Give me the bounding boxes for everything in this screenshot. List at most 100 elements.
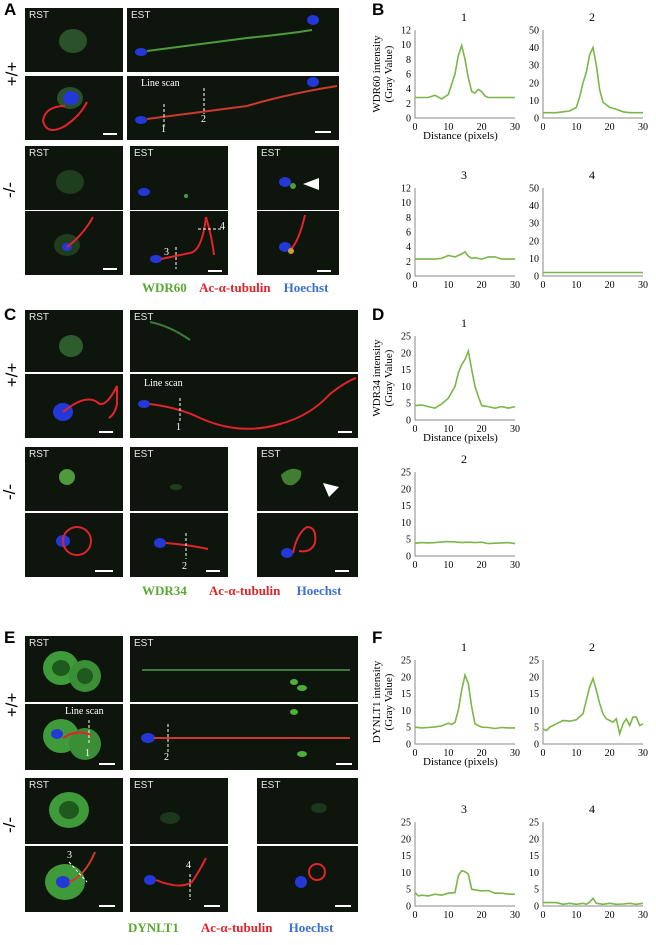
y-tick-label: 10: [401, 40, 411, 51]
micrograph-e-ko-est2-merge: [257, 846, 358, 912]
x-tick-label: 30: [510, 910, 520, 921]
y-axis-label: WDR34 intensity (Gray Value): [371, 339, 395, 417]
chart-title: 4: [589, 802, 595, 816]
x-tick-label: 20: [605, 910, 615, 921]
micrograph-c-ko-est-merge: 2: [130, 513, 228, 577]
series-line: [414, 869, 515, 897]
y-tick-label: 0: [534, 740, 539, 751]
x-tick-label: 30: [510, 560, 520, 571]
y-tick-label: 2: [406, 99, 411, 110]
chart-svg: 0 10 20 30 40 50 0 10 20 30: [529, 184, 648, 292]
x-tick-label: 10: [571, 122, 581, 133]
x-tick-label: 0: [413, 280, 418, 291]
y-tick-label: 25: [529, 656, 539, 667]
micrograph-c-ko-rst-green: RST: [25, 447, 123, 511]
axis-line: [414, 660, 515, 745]
x-tick-label: 0: [541, 748, 546, 759]
micrograph-c-wt-rst-merge: [25, 374, 123, 438]
axis-line: [414, 472, 515, 557]
x-tick-label: 30: [638, 280, 648, 291]
series-line: [415, 250, 515, 260]
y-tick-label: 20: [529, 834, 539, 845]
chart-title: 1: [461, 10, 467, 24]
legend-tubulin: Ac-α-tubulin: [199, 280, 271, 295]
x-tick-label: 20: [605, 280, 615, 291]
micrograph-c-wt-est-merge: Line scan 1: [130, 374, 358, 438]
x-tick-label: 10: [571, 280, 581, 291]
axis-line: [542, 822, 643, 907]
axis-line: [542, 660, 643, 745]
line-profile-chart: 0 5 10 15 20 25 0 10 20 30 3: [401, 802, 520, 921]
x-tick-label: 30: [638, 910, 648, 921]
x-tick-label: 10: [443, 748, 453, 759]
series-line: [415, 42, 515, 100]
stage-label: EST: [134, 312, 154, 323]
x-tick-label: 0: [413, 748, 418, 759]
y-tick-label: 0: [406, 902, 411, 913]
x-tick-label: 30: [510, 122, 520, 133]
series-line: [543, 896, 644, 906]
scan-number: 2: [201, 114, 206, 125]
y-tick-label: 0: [406, 740, 411, 751]
y-tick-label: 15: [401, 365, 411, 376]
x-tick-label: 10: [443, 122, 453, 133]
micrograph-a-wt-est-merge: Line scan 1 2: [127, 76, 339, 140]
x-tick-label: 10: [443, 560, 453, 571]
x-tick-label: 0: [413, 122, 418, 133]
y-tick-label: 5: [406, 885, 411, 896]
chart-svg: 0 10 20 30 40 50 0 10 20 30: [529, 26, 648, 134]
x-tick-label: 20: [477, 424, 487, 435]
scan-number: 3: [164, 247, 169, 258]
y-tick-label: 25: [401, 468, 411, 479]
y-tick-label: 15: [529, 689, 539, 700]
stage-label: RST: [29, 638, 49, 649]
legend-tubulin: Ac-α-tubulin: [208, 583, 281, 598]
y-tick-label: 0: [534, 114, 539, 125]
micrograph-e-wt-rst-merge: Line scan 1: [25, 704, 123, 770]
micrograph-c-ko-est2-merge: [257, 513, 358, 577]
y-tick-label: 25: [401, 656, 411, 667]
x-tick-label: 20: [477, 910, 487, 921]
micrograph-e-wt-rst-green: RST: [25, 636, 123, 702]
y-tick-label: 5: [534, 723, 539, 734]
y-tick-label: 0: [406, 552, 411, 563]
legend-c: WDR34 Ac-α-tubulin Hoechst: [142, 583, 341, 599]
x-tick-label: 20: [477, 560, 487, 571]
line-profile-chart: 0 10 20 30 40 50 0 10 20 30 2: [529, 10, 648, 134]
line-profile-chart: 0 5 10 15 20 25 0 10 20 30 4: [529, 802, 648, 921]
x-tick-label: 0: [413, 910, 418, 921]
chart-title: 1: [461, 640, 467, 654]
x-tick-label: 30: [510, 280, 520, 291]
legend-dna: Hoechst: [296, 583, 342, 598]
panel-label-f: F: [372, 628, 383, 647]
legend-dna: Hoechst: [283, 280, 329, 295]
micrograph-e-ko-est-merge: 4: [130, 846, 228, 912]
x-tick-label: 0: [413, 424, 418, 435]
chart-title: 2: [461, 452, 467, 466]
x-tick-label: 20: [477, 748, 487, 759]
chart-svg: 0 5 10 15 20 25 0 10 20 30: [401, 332, 520, 436]
stage-label: EST: [131, 10, 151, 21]
y-tick-label: 5: [406, 399, 411, 410]
y-tick-label: 0: [406, 272, 411, 283]
line-profile-chart: 0 2 4 6 8 10 12 0 10 20 30 1 WDR60 intensity (Gray Va…: [371, 10, 520, 142]
legend-e: DYNLT1 Ac-α-tubulin Hoechst: [128, 920, 333, 936]
y-tick-label: 0: [406, 114, 411, 125]
series-line: [414, 540, 516, 545]
chart-svg: 0 2 4 6 8 10 12 0 10 20 30: [401, 26, 520, 134]
chart-svg: 0 5 10 15 20 25 0 10 20 30: [401, 656, 520, 760]
micrograph-a-ko-est-green: EST: [130, 146, 228, 210]
chart-title: 2: [589, 640, 595, 654]
genotype-wt-e: +/+: [2, 692, 22, 718]
y-tick-label: 20: [401, 834, 411, 845]
series-line: [543, 45, 643, 114]
y-tick-label: 0: [534, 902, 539, 913]
panel-label-a: A: [4, 0, 17, 19]
y-tick-label: 10: [401, 518, 411, 529]
stage-label: EST: [261, 449, 281, 460]
x-tick-label: 30: [510, 748, 520, 759]
y-tick-label: 20: [401, 484, 411, 495]
chart-svg: 0 2 4 6 8 10 12 0 10 20 30: [401, 184, 520, 292]
y-tick-label: 20: [401, 348, 411, 359]
micrograph-c-wt-rst-green: RST: [25, 310, 123, 372]
